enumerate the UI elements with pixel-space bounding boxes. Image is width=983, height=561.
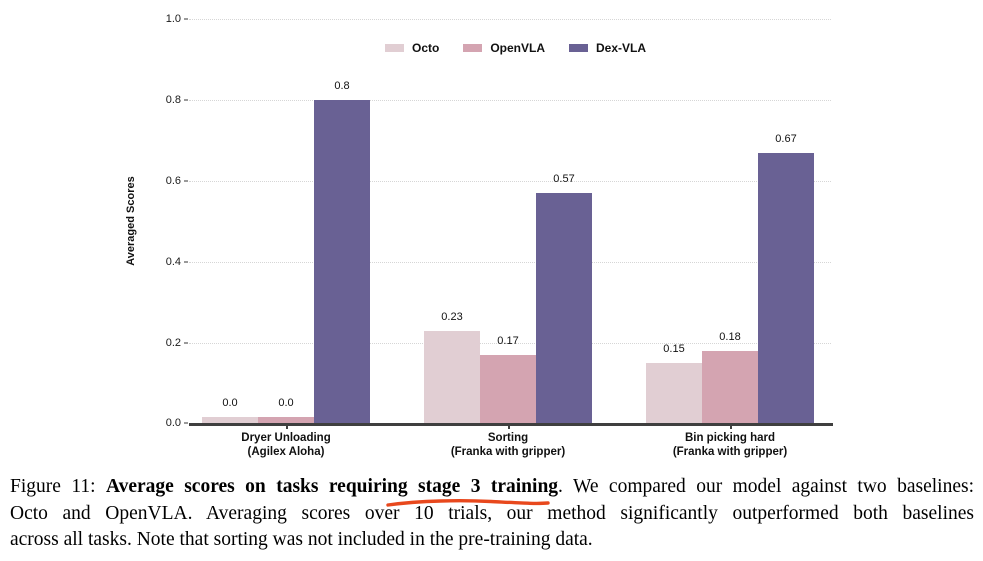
figure-caption: Figure 11: Average scores on tasks requi… xyxy=(10,474,974,554)
caption-line: Figure 11: Average scores on tasks requi… xyxy=(10,474,974,501)
gridline-0.2 xyxy=(189,343,831,344)
bar-value-label: 0.0 xyxy=(278,397,294,409)
y-tick-label: 1.0 xyxy=(165,13,181,25)
bar-value-label: 0.67 xyxy=(775,133,797,145)
legend-swatch-dex-vla xyxy=(569,44,589,52)
y-tick-label: 0.2 xyxy=(165,337,181,349)
bar-value-label: 0.8 xyxy=(334,80,350,92)
y-tick-label: 0.6 xyxy=(165,175,181,187)
x-category-label-line: Dryer Unloading xyxy=(241,432,331,444)
x-category-label-line: (Agilex Aloha) xyxy=(247,446,325,458)
chart-legend: Octo OpenVLA Dex-VLA xyxy=(385,41,646,55)
x-category-label-line: Sorting xyxy=(487,432,529,444)
x-category-label-line: Bin picking hard xyxy=(684,432,776,444)
legend-swatch-octo xyxy=(385,44,404,52)
gridline-0.4 xyxy=(189,262,831,263)
bar-openvla-bin-picking-hard xyxy=(702,351,758,424)
bar-value-label: 0.23 xyxy=(441,311,463,323)
caption-line: Octo and OpenVLA. Averaging scores over … xyxy=(10,501,974,528)
y-axis-label: Averaged Scores xyxy=(125,176,137,266)
y-tick-mark xyxy=(184,422,188,424)
bar-dex-vla-dryer-unloading xyxy=(314,100,370,424)
x-tick-mark xyxy=(508,425,510,429)
caption-text: Octo and OpenVLA. Averaging scores over … xyxy=(10,502,974,524)
legend-item-openvla: OpenVLA xyxy=(463,41,545,55)
legend-swatch-openvla xyxy=(463,44,483,52)
x-category-label-sorting: Sorting (Franka with gripper) xyxy=(451,431,565,459)
bar-octo-sorting xyxy=(424,331,480,424)
y-tick-label: 0.4 xyxy=(165,256,181,268)
y-tick-mark xyxy=(184,180,188,182)
y-tick-mark xyxy=(184,342,188,344)
legend-item-octo: Octo xyxy=(385,41,439,55)
x-axis-line xyxy=(189,423,833,426)
caption-text: . We compared our model against two base… xyxy=(558,476,974,497)
x-category-label-bin-picking-hard: Bin picking hard (Franka with gripper) xyxy=(673,431,787,459)
bar-octo-bin-picking-hard xyxy=(646,363,702,424)
bar-value-label: 0.57 xyxy=(553,173,575,185)
caption-text: across all tasks. Note that sorting was … xyxy=(10,529,593,550)
bar-openvla-dryer-unloading xyxy=(258,417,314,424)
x-category-label-line: (Franka with gripper) xyxy=(450,446,566,458)
legend-label-openvla: OpenVLA xyxy=(490,41,546,55)
bar-dex-vla-sorting xyxy=(536,193,592,424)
y-tick-mark xyxy=(184,18,188,20)
gridline-0.8 xyxy=(189,100,831,101)
bar-dex-vla-bin-picking-hard xyxy=(758,153,814,424)
y-tick-label: 0.8 xyxy=(165,94,181,106)
bar-chart: Averaged Scores 0.0 0.2 0.4 0.6 0.8 1.0 0.0 0.2… xyxy=(125,13,833,459)
x-category-label-dryer-unloading: Dryer Unloading (Agilex Aloha) xyxy=(241,431,330,459)
legend-label-octo: Octo xyxy=(412,41,440,55)
bar-value-label: 0.0 xyxy=(222,397,238,409)
caption-text: Figure 11: xyxy=(10,476,106,497)
bar-octo-dryer-unloading xyxy=(202,417,258,424)
x-tick-mark xyxy=(286,425,288,429)
x-tick-mark xyxy=(730,425,732,429)
y-tick-mark xyxy=(184,261,188,263)
bar-value-label: 0.15 xyxy=(663,343,685,355)
x-category-label-line: (Franka with gripper) xyxy=(672,446,788,458)
gridline-1.0 xyxy=(189,19,831,20)
legend-label-dex-vla: Dex-VLA xyxy=(596,41,647,55)
bar-value-label: 0.17 xyxy=(497,335,519,347)
gridline-0.6 xyxy=(189,181,831,182)
caption-line: across all tasks. Note that sorting was … xyxy=(10,527,974,554)
bar-openvla-sorting xyxy=(480,355,536,424)
legend-item-dex-vla: Dex-VLA xyxy=(569,41,646,55)
bar-value-label: 0.18 xyxy=(719,331,741,343)
caption-bold-text: Average scores on tasks requiring stage … xyxy=(105,476,559,497)
y-tick-mark xyxy=(184,99,188,101)
y-tick-label: 0.0 xyxy=(165,417,181,429)
